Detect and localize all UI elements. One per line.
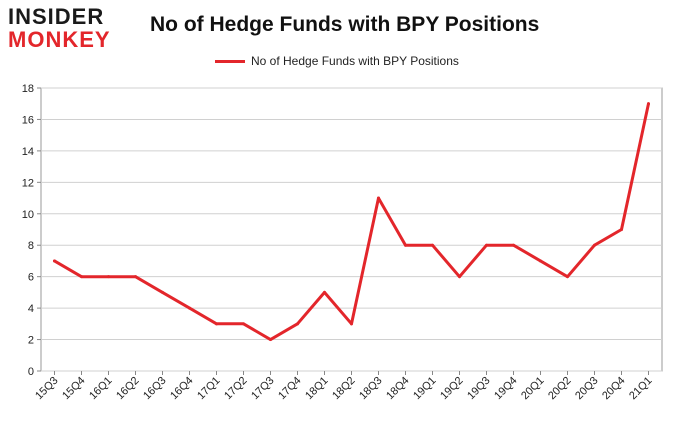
data-point	[107, 275, 110, 279]
y-tick-label: 4	[28, 303, 34, 315]
x-tick-label: 17Q4	[276, 375, 304, 403]
x-tick-label: 19Q3	[465, 375, 493, 403]
logo-line-1: INSIDER	[8, 4, 105, 29]
x-tick-label: 17Q1	[195, 375, 223, 403]
x-tick-label: 20Q2	[546, 375, 574, 403]
y-tick-label: 12	[22, 177, 34, 189]
x-tick-label: 16Q3	[141, 375, 169, 403]
data-point	[296, 322, 299, 326]
insider-monkey-logo: INSIDER MONKEY	[8, 6, 124, 51]
data-point	[620, 228, 623, 231]
y-tick-label: 2	[28, 335, 34, 347]
x-tick-label: 19Q4	[492, 375, 520, 403]
data-point	[134, 275, 137, 279]
x-tick-label: 20Q4	[600, 375, 628, 403]
data-point	[80, 275, 83, 279]
data-point	[539, 259, 542, 263]
data-point	[188, 306, 191, 310]
data-point	[350, 322, 353, 326]
data-point	[593, 243, 596, 247]
x-tick-label: 20Q1	[519, 375, 547, 403]
legend-swatch	[215, 59, 245, 63]
y-tick-label: 10	[22, 209, 34, 221]
data-point	[458, 275, 461, 279]
data-point	[431, 243, 434, 247]
x-tick-label: 18Q3	[357, 375, 385, 403]
data-point	[566, 275, 569, 279]
x-tick-label: 18Q1	[303, 375, 331, 403]
data-point	[377, 196, 380, 200]
chart-legend: No of Hedge Funds with BPY Positions	[215, 54, 459, 68]
x-tick-label: 18Q2	[330, 375, 358, 403]
y-tick-label: 16	[22, 114, 34, 126]
data-point	[53, 259, 56, 263]
x-tick-label: 19Q1	[411, 375, 439, 403]
y-tick-label: 18	[22, 83, 34, 95]
x-tick-label: 20Q3	[573, 375, 601, 403]
data-point	[512, 243, 515, 247]
logo-line-2: MONKEY	[8, 27, 111, 52]
data-point	[404, 243, 407, 247]
y-tick-label: 14	[22, 146, 34, 158]
x-tick-label: 15Q4	[60, 375, 88, 403]
x-tick-label: 19Q2	[438, 375, 466, 403]
x-tick-label: 16Q4	[168, 375, 196, 403]
x-tick-label: 18Q4	[384, 375, 412, 403]
y-tick-label: 6	[28, 272, 34, 284]
x-tick-label: 16Q1	[87, 375, 115, 403]
data-point	[647, 102, 650, 106]
data-point	[215, 322, 218, 326]
y-tick-label: 0	[28, 366, 34, 378]
x-tick-label: 21Q1	[627, 375, 655, 403]
series-line	[53, 102, 650, 342]
data-point	[161, 290, 164, 294]
x-tick-label: 17Q3	[249, 375, 277, 403]
x-tick-label: 15Q3	[33, 375, 61, 403]
x-tick-label: 17Q2	[222, 375, 250, 403]
y-tick-label: 8	[28, 240, 34, 252]
legend-label: No of Hedge Funds with BPY Positions	[251, 54, 459, 68]
data-point	[242, 322, 245, 326]
data-point	[485, 243, 488, 247]
chart-title: No of Hedge Funds with BPY Positions	[150, 13, 540, 36]
data-point	[269, 338, 272, 342]
x-tick-label: 16Q2	[114, 375, 142, 403]
plot-area	[40, 87, 663, 372]
data-point	[323, 290, 326, 294]
